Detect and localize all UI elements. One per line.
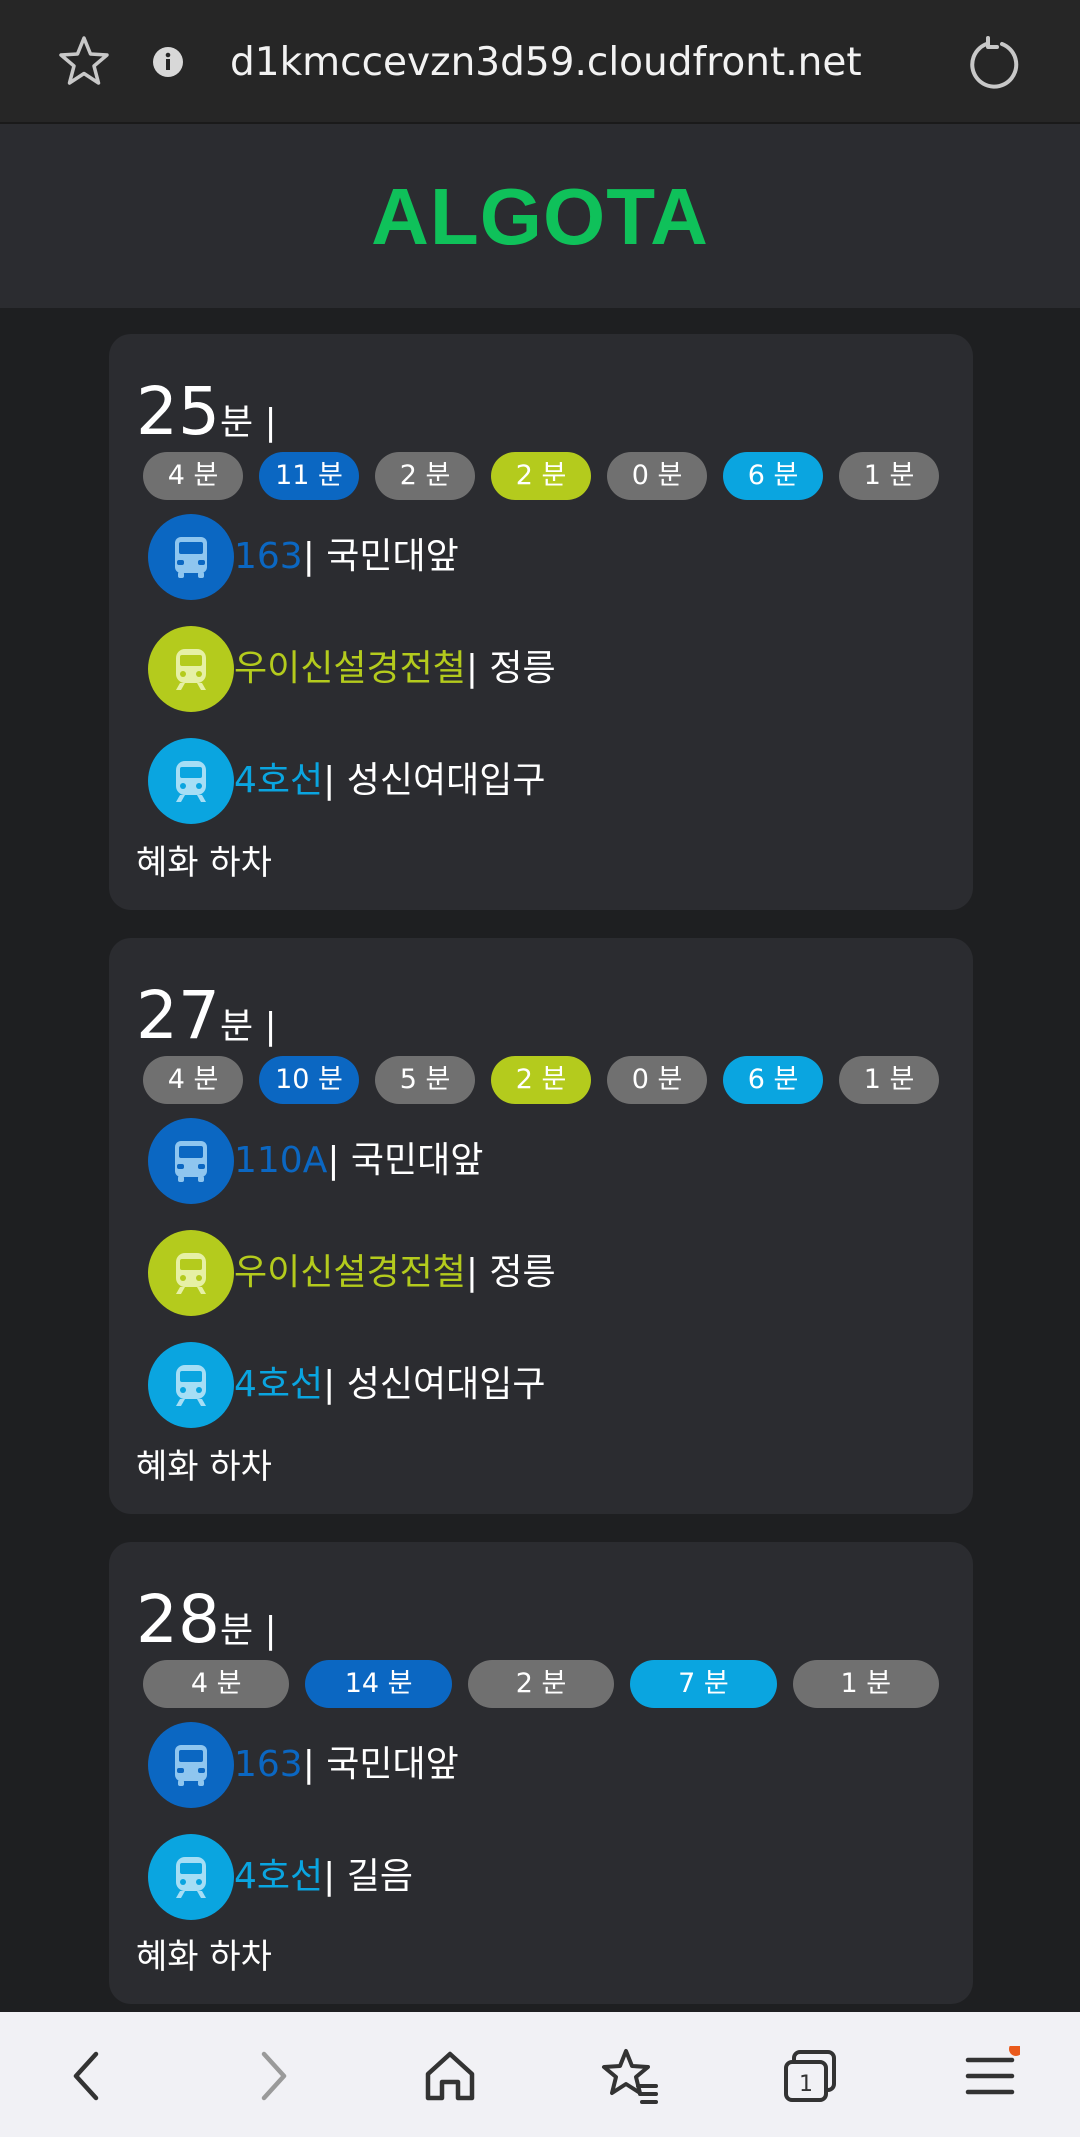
leg-line-name[interactable]: 163	[234, 1744, 303, 1785]
route-leg: 4호선 | 성신여대입구	[148, 1342, 545, 1428]
train-icon	[148, 626, 234, 712]
browser-nav-bar: 1	[0, 2012, 1080, 2137]
bus-icon	[148, 1722, 234, 1808]
total-minutes: 28	[136, 1581, 220, 1658]
alight-text: 혜화 하차	[136, 843, 272, 883]
route-leg: 4호선 | 길음	[148, 1834, 413, 1920]
leg-line-name[interactable]: 4호선	[234, 1856, 324, 1897]
route-total-time: 27분 |	[136, 976, 277, 1056]
route-leg: 4호선 | 성신여대입구	[148, 738, 545, 824]
train-icon	[148, 1342, 234, 1428]
route-card[interactable]: 27분 | 4 분 10 분 5 분 2 분 0 분 6 분 1 분 110A …	[109, 938, 973, 1514]
leg-line-name[interactable]: 우이신설경전철	[234, 648, 466, 689]
leg-line-name[interactable]: 4호선	[234, 760, 324, 801]
segment-walk: 1 분	[839, 452, 939, 500]
segment-walk: 4 분	[143, 1056, 243, 1104]
total-unit: 분 |	[219, 1610, 277, 1651]
leg-line-name[interactable]: 우이신설경전철	[234, 1252, 466, 1293]
segment-line4: 6 분	[723, 1056, 823, 1104]
site-info-icon[interactable]	[152, 46, 184, 78]
forward-button[interactable]	[242, 2046, 302, 2106]
tabs-button[interactable]: 1	[780, 2046, 840, 2106]
menu-button[interactable]	[960, 2042, 1023, 2106]
bookmark-list-icon	[602, 2049, 658, 2104]
bus-icon	[148, 514, 234, 600]
segment-walk: 1 분	[839, 1056, 939, 1104]
browser-url-bar: d1kmccevzn3d59.cloudfront.net	[0, 0, 1080, 124]
segment-line4: 7 분	[630, 1660, 777, 1708]
home-button[interactable]	[420, 2046, 480, 2106]
total-unit: 분 |	[219, 402, 277, 443]
chevron-right-icon	[261, 2051, 287, 2101]
home-icon	[425, 2051, 475, 2101]
segment-wooyi: 2 분	[491, 1056, 591, 1104]
total-unit: 분 |	[219, 1006, 277, 1047]
bus-icon	[148, 1118, 234, 1204]
leg-stop-name: | 정릉	[465, 648, 556, 689]
route-total-time: 25분 |	[136, 372, 277, 452]
bookmark-star-icon[interactable]	[56, 34, 112, 90]
leg-stop-name: | 국민대앞	[302, 536, 459, 577]
leg-stop-name: | 성신여대입구	[323, 1364, 546, 1405]
app-logo: ALGOTA	[371, 172, 709, 261]
leg-line-name[interactable]: 163	[234, 536, 303, 577]
total-minutes: 25	[136, 373, 220, 450]
leg-stop-name: | 국민대앞	[302, 1744, 459, 1785]
route-leg: 우이신설경전철 | 정릉	[148, 626, 556, 712]
train-icon	[148, 1230, 234, 1316]
leg-stop-name: | 성신여대입구	[323, 760, 546, 801]
tabs-icon: 1	[784, 2050, 836, 2102]
segment-bus: 11 분	[259, 452, 359, 500]
total-minutes: 27	[136, 977, 220, 1054]
leg-stop-name: | 길음	[323, 1856, 413, 1897]
segment-walk: 5 분	[375, 1056, 475, 1104]
leg-line-name[interactable]: 110A	[234, 1140, 328, 1181]
route-leg: 163 | 국민대앞	[148, 1722, 459, 1808]
leg-stop-name: | 국민대앞	[327, 1140, 484, 1181]
menu-icon	[965, 2042, 1023, 2095]
route-leg: 우이신설경전철 | 정릉	[148, 1230, 556, 1316]
tab-count: 1	[799, 2072, 813, 2097]
segment-walk: 0 분	[607, 452, 707, 500]
segment-bus: 14 분	[305, 1660, 452, 1708]
segment-walk: 0 분	[607, 1056, 707, 1104]
url-text[interactable]: d1kmccevzn3d59.cloudfront.net	[230, 40, 862, 85]
segment-bar: 4 분 14 분 2 분 7 분 1 분	[143, 1660, 940, 1708]
train-icon	[148, 1834, 234, 1920]
train-icon	[148, 738, 234, 824]
segment-wooyi: 2 분	[491, 452, 591, 500]
reload-icon[interactable]	[966, 36, 1022, 92]
segment-walk: 1 분	[792, 1660, 940, 1708]
bookmarks-button[interactable]	[600, 2046, 660, 2106]
back-button[interactable]	[58, 2046, 118, 2106]
segment-bus: 10 분	[259, 1056, 359, 1104]
segment-walk: 4 분	[143, 452, 243, 500]
segment-walk: 2 분	[375, 452, 475, 500]
chevron-left-icon	[73, 2051, 99, 2101]
route-total-time: 28분 |	[136, 1580, 277, 1660]
segment-walk: 4 분	[143, 1660, 290, 1708]
segment-walk: 2 분	[467, 1660, 615, 1708]
alight-text: 혜화 하차	[136, 1447, 272, 1487]
segment-line4: 6 분	[723, 452, 823, 500]
route-leg: 163 | 국민대앞	[148, 514, 459, 600]
route-card[interactable]: 28분 | 4 분 14 분 2 분 7 분 1 분 163 | 국민대앞 4호…	[109, 1542, 973, 2004]
segment-bar: 4 분 11 분 2 분 2 분 0 분 6 분 1 분	[143, 452, 939, 500]
alight-text: 혜화 하차	[136, 1937, 272, 1977]
route-card[interactable]: 25분 | 4 분 11 분 2 분 2 분 0 분 6 분 1 분 163 |…	[109, 334, 973, 910]
leg-stop-name: | 정릉	[465, 1252, 556, 1293]
segment-bar: 4 분 10 분 5 분 2 분 0 분 6 분 1 분	[143, 1056, 939, 1104]
leg-line-name[interactable]: 4호선	[234, 1364, 324, 1405]
app-header: ALGOTA	[0, 124, 1080, 308]
route-leg: 110A | 국민대앞	[148, 1118, 483, 1204]
